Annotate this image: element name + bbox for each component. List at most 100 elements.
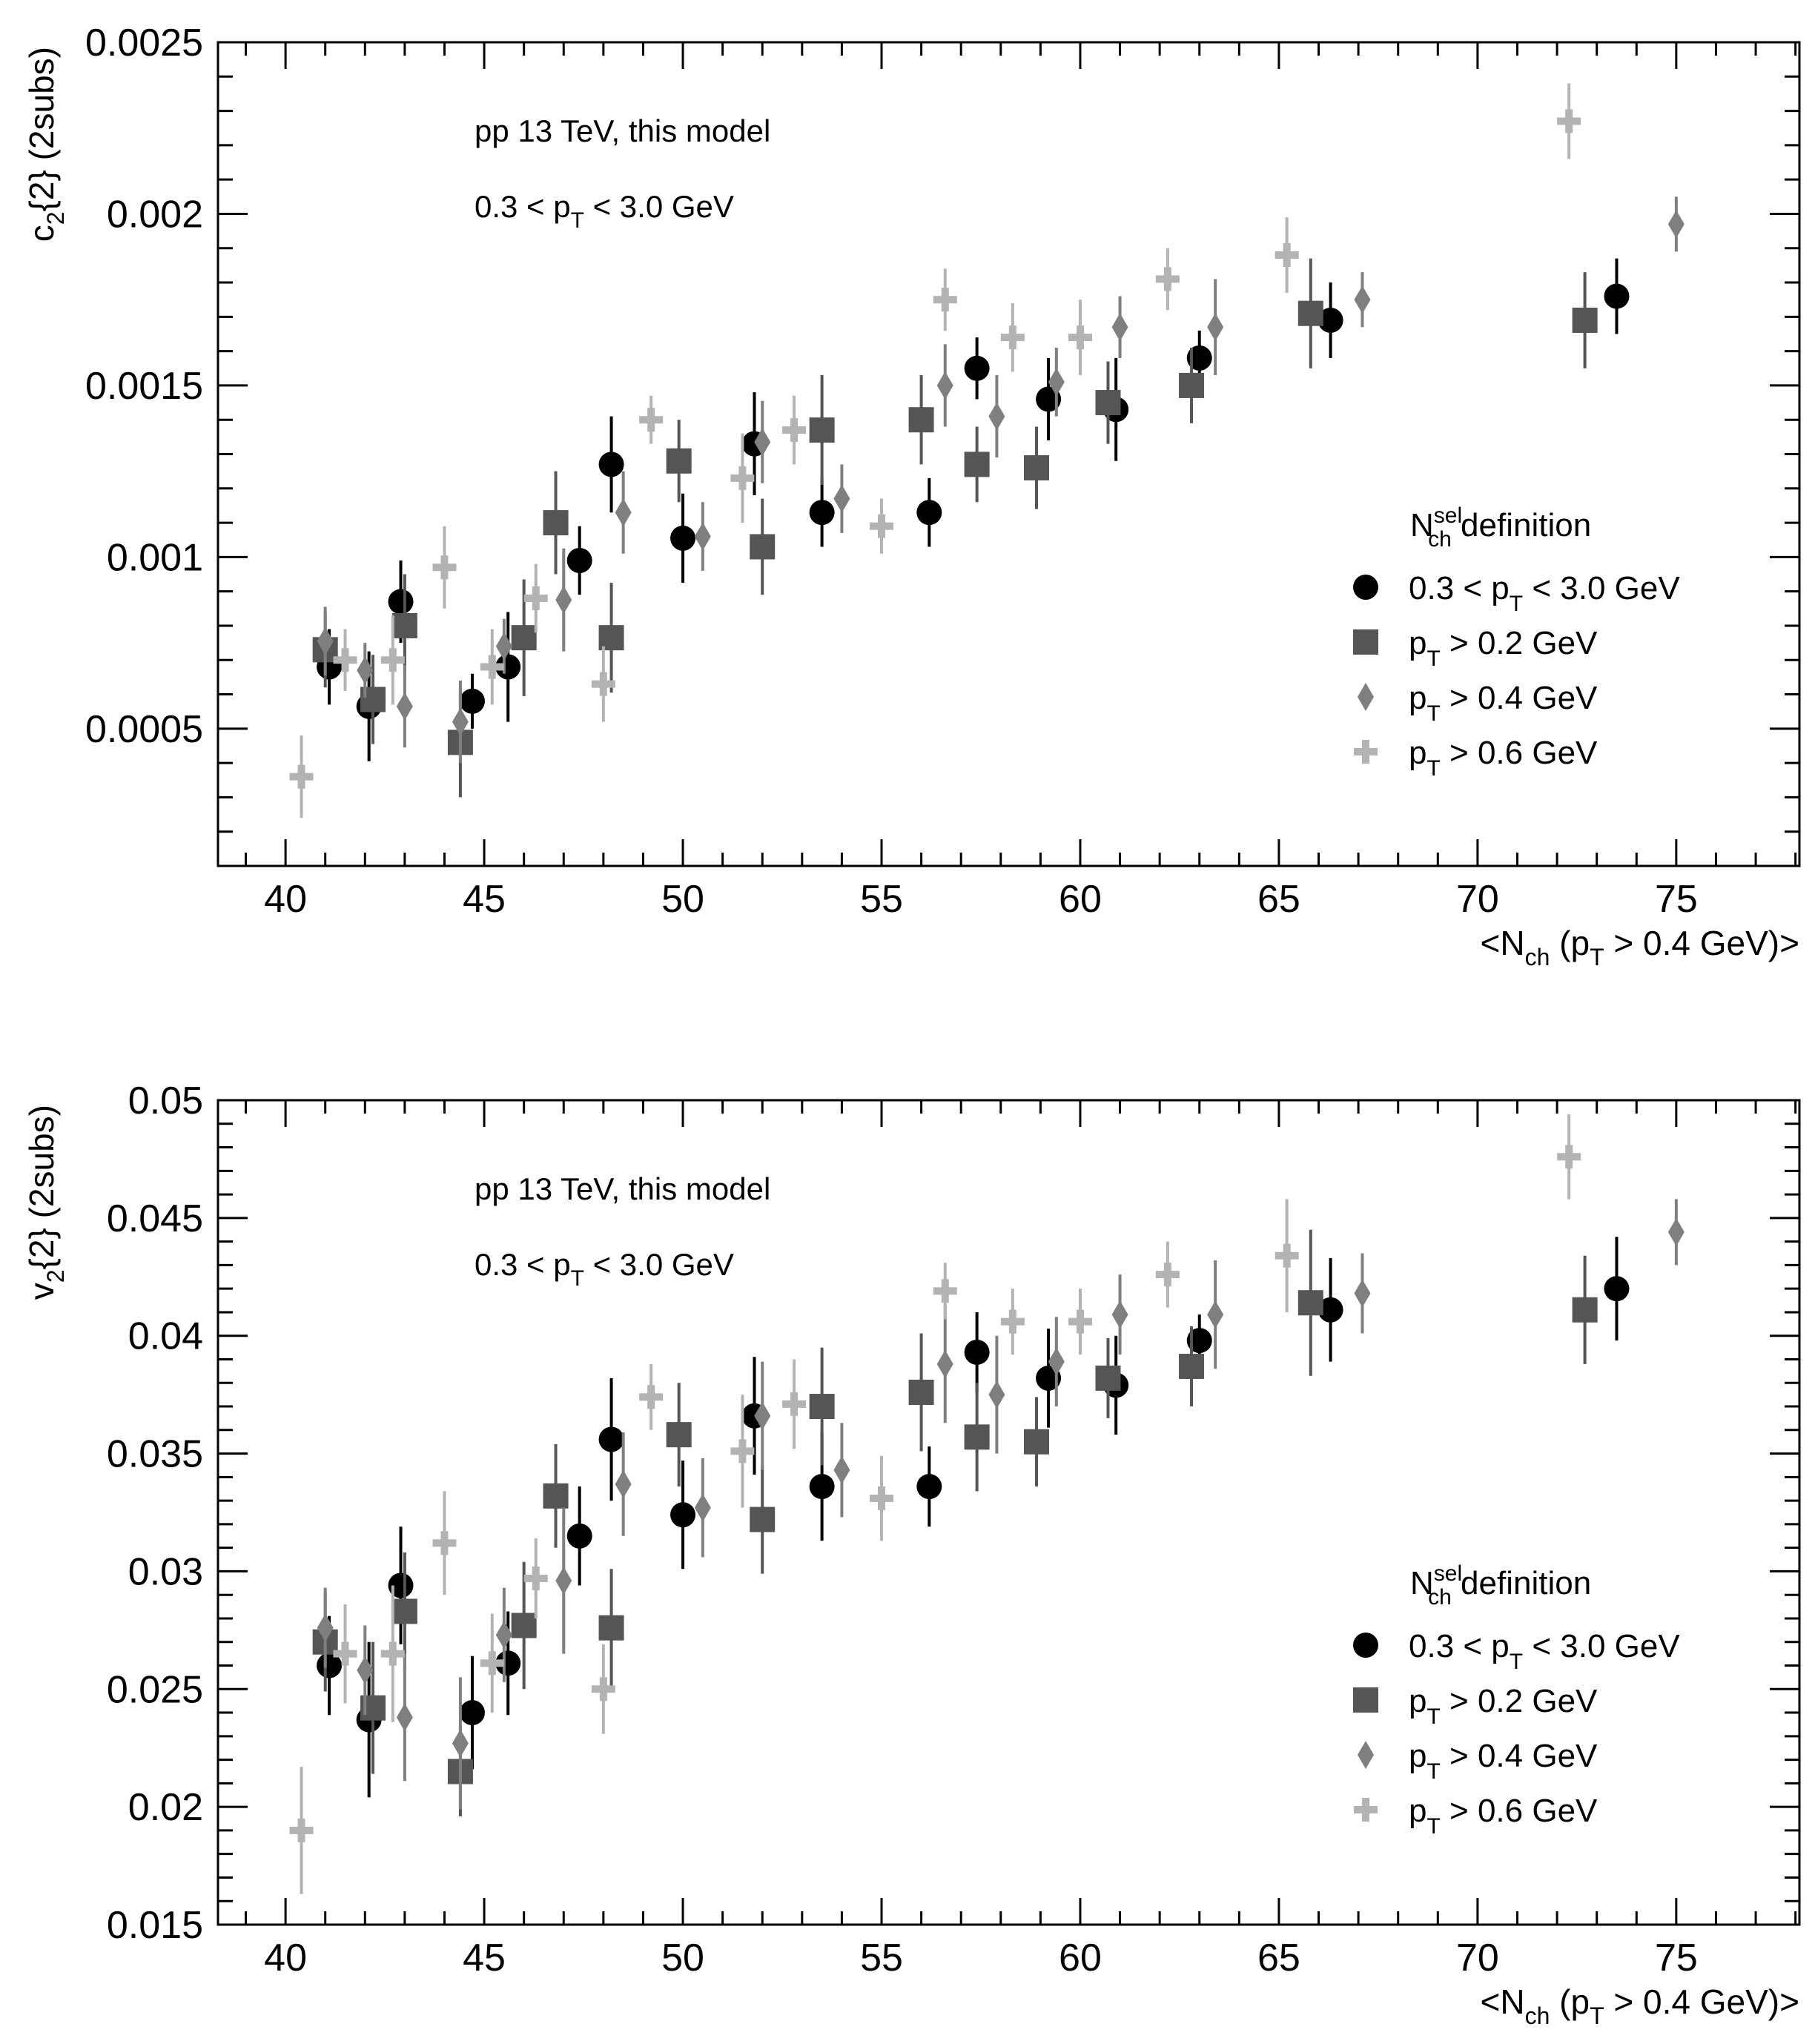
data-point-cross [523, 1566, 548, 1590]
x-tick-label: 50 [661, 1936, 704, 1979]
data-point-diamond [452, 707, 469, 736]
data-point-square [1179, 372, 1205, 398]
data-point-circle [598, 1426, 624, 1452]
data-point-diamond [495, 1621, 512, 1650]
data-point-diamond [833, 1455, 850, 1484]
series-cross [289, 1114, 1581, 1894]
data-point-diamond [754, 1401, 771, 1430]
data-point-cross [1155, 267, 1180, 291]
y-axis-title: v2{2} (2subs) [22, 1105, 69, 1300]
data-point-cross [432, 555, 457, 580]
data-point-circle [1186, 345, 1212, 371]
data-point-cross [1557, 109, 1581, 133]
series-diamond [317, 196, 1685, 764]
data-point-square [750, 534, 776, 560]
series-cross [289, 83, 1581, 818]
data-point-cross [333, 1641, 357, 1666]
data-point-square [964, 452, 990, 477]
data-point-square [1095, 390, 1121, 416]
y-tick-label: 0.035 [107, 1433, 203, 1476]
legend: Nsel ch definition 0.3 < pT < 3.0 GeV pT > … [1353, 503, 1680, 781]
data-point-diamond [1354, 1279, 1371, 1308]
data-point-square [1024, 455, 1050, 481]
data-point-diamond [555, 1567, 572, 1595]
legend-marker-square [1353, 629, 1378, 655]
legend-marker-diamond [1358, 683, 1374, 711]
data-point-cross [639, 1385, 664, 1409]
legend-marker-cross [1354, 740, 1378, 764]
data-point-diamond [615, 1469, 632, 1498]
plot-frame [216, 1099, 1801, 1926]
data-point-circle [809, 500, 835, 526]
data-point-diamond [357, 1656, 374, 1684]
data-point-diamond [1667, 1217, 1685, 1246]
legend-label: 0.3 < pT < 3.0 GeV [1409, 570, 1680, 616]
data-point-cross [480, 1651, 504, 1676]
data-point-square [1572, 307, 1598, 333]
y-tick-label: 0.0025 [85, 22, 203, 65]
data-point-square [809, 417, 835, 443]
x-tick-label: 55 [860, 878, 903, 921]
y-axis-title: c2{2} (2subs) [22, 47, 69, 242]
y-tick-label: 0.045 [107, 1197, 203, 1240]
annotation-pt-range: 0.3 < pT < 3.0 GeV [475, 189, 734, 233]
legend-marker-cross [1354, 1798, 1378, 1822]
legend-marker-circle [1353, 575, 1378, 600]
y-tick-label: 0.015 [107, 1904, 203, 1947]
data-point-cross [480, 655, 504, 679]
data-point-circle [495, 1650, 521, 1676]
y-tick-label: 0.0015 [85, 365, 203, 408]
data-point-diamond [357, 656, 374, 685]
data-point-cross [730, 1439, 755, 1463]
legend-marker-circle [1353, 1633, 1378, 1658]
data-point-diamond [495, 632, 512, 661]
data-point-diamond [833, 484, 850, 513]
legend-title: Nsel ch definition [1410, 503, 1591, 552]
x-tick-label: 65 [1257, 1936, 1300, 1979]
data-point-circle [1318, 1297, 1343, 1323]
legend-marker-diamond [1358, 1741, 1374, 1769]
y-tick-label: 0.02 [128, 1786, 203, 1829]
bottom-panel: 40 45 50 55 60 65 70 75 0.015 0.02 0.025 0.03 0.035 0… [22, 1079, 1801, 2029]
data-point-circle [670, 525, 696, 551]
series-circle [317, 258, 1630, 761]
data-point-diamond [1111, 1300, 1128, 1329]
top-panel: 40 45 50 55 60 65 70 75 0.0005 0.001 0.0015 0.002 0.… [22, 22, 1801, 970]
x-tick-label: 65 [1257, 878, 1300, 921]
data-point-diamond [615, 498, 632, 527]
data-point-diamond [452, 1729, 469, 1758]
data-point-diamond [694, 1493, 711, 1522]
data-point-cross [1000, 325, 1025, 350]
data-point-circle [495, 654, 521, 680]
series-square [312, 258, 1598, 798]
legend-title: Nsel ch definition [1410, 1561, 1591, 1610]
data-point-circle [1186, 1328, 1212, 1354]
legend-label: pT > 0.2 GeV [1409, 1683, 1598, 1729]
y-tick-label: 0.03 [128, 1550, 203, 1593]
data-point-diamond [694, 522, 711, 551]
data-point-cross [432, 1531, 457, 1555]
x-tick-label: 75 [1655, 1936, 1698, 1979]
data-point-square [666, 448, 692, 474]
legend-label: pT > 0.4 GeV [1409, 1738, 1598, 1784]
data-point-cross [1275, 243, 1299, 268]
data-point-circle [388, 589, 414, 615]
data-point-cross [380, 1641, 405, 1666]
data-point-square [598, 625, 624, 651]
data-point-diamond [936, 371, 953, 400]
data-point-circle [964, 1339, 990, 1365]
data-point-cross [591, 1677, 615, 1701]
annotation-pt-range: 0.3 < pT < 3.0 GeV [475, 1247, 734, 1291]
x-axis-title: <Nch (pT > 0.4 GeV)> [1480, 1982, 1799, 2029]
x-tick-label: 60 [1059, 878, 1102, 921]
data-point-diamond [754, 428, 771, 457]
x-tick-label: 75 [1655, 878, 1698, 921]
data-point-diamond [988, 1380, 1005, 1409]
data-point-cross [933, 1279, 957, 1303]
data-point-diamond [396, 1703, 413, 1732]
data-point-diamond [1048, 368, 1065, 397]
data-point-cross [333, 648, 357, 672]
data-point-cross [289, 764, 314, 789]
data-point-circle [459, 1700, 485, 1726]
